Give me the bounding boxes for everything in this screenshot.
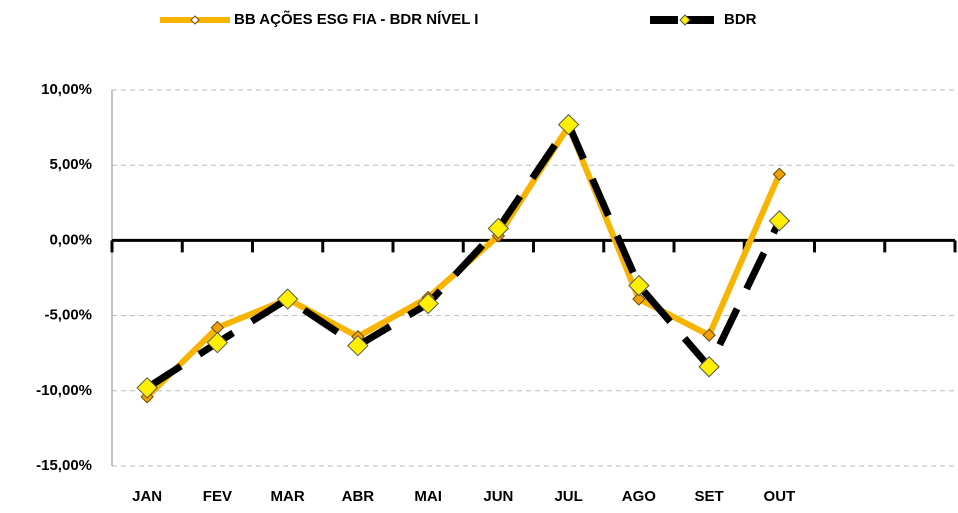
marker [276,288,299,310]
x-tick-label: FEV [203,488,232,505]
marker [417,292,439,315]
legend-label: BB AÇÕES ESG FIA - BDR NÍVEL I [234,10,478,28]
y-tick-label: -15,00% [36,457,92,474]
series-line [145,121,783,391]
marker [136,377,158,399]
y-tick-label: 0,00% [49,231,92,248]
x-tick-label: ABR [342,488,375,505]
x-tick-label: MAI [414,488,442,505]
marker [702,328,716,342]
legend-marker [679,14,691,26]
marker [632,292,646,306]
marker [772,167,787,181]
marker [557,113,580,136]
marker [768,210,791,232]
y-tick-label: -10,00% [36,382,92,399]
legend-marker [190,15,200,25]
y-tick-label: 10,00% [41,81,92,98]
x-tick-label: SET [695,488,724,505]
x-tick-label: JUN [483,488,513,505]
y-tick-label: -5,00% [44,307,92,324]
x-tick-label: MAR [271,488,305,505]
marker [347,334,369,357]
y-tick-label: 5,00% [49,156,92,173]
marker [628,274,650,297]
x-tick-label: JAN [132,488,162,505]
marker [206,331,229,354]
marker [487,217,510,240]
x-tick-label: JUL [554,488,582,505]
x-tick-label: OUT [764,488,796,505]
legend-label: BDR [724,11,757,28]
x-tick-label: AGO [622,488,657,505]
marker [698,356,720,378]
